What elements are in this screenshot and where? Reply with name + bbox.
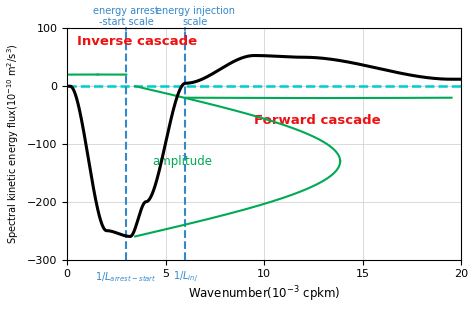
Text: energy arrest
-start scale: energy arrest -start scale [93, 6, 159, 27]
X-axis label: Wavenumber(10$^{-3}$ cpkm): Wavenumber(10$^{-3}$ cpkm) [188, 285, 340, 304]
Text: Forward cascade: Forward cascade [255, 114, 381, 127]
Text: amplitude: amplitude [152, 155, 212, 168]
Y-axis label: Spectral kinetic energy flux(10$^{-10}$ m$^2$/s$^3$): Spectral kinetic energy flux(10$^{-10}$ … [6, 44, 21, 244]
Text: $1/L_{inj}$: $1/L_{inj}$ [173, 270, 198, 284]
Text: energy injection
scale: energy injection scale [156, 6, 235, 27]
Text: Inverse cascade: Inverse cascade [77, 35, 197, 47]
Text: $1/L_{arrest-start}$: $1/L_{arrest-start}$ [95, 270, 157, 284]
